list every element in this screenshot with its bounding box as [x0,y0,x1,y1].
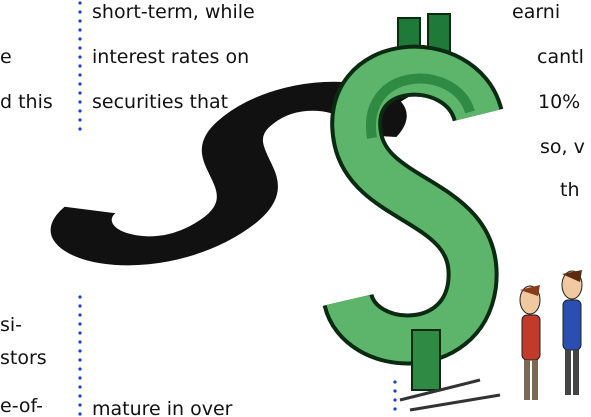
rule-dot [78,46,81,49]
text-line: stors [0,346,47,370]
rule-dot [78,340,81,343]
rule-dot [78,367,81,370]
text-line: mature in over [92,397,233,417]
rule-dot [78,127,81,130]
rule-dot [393,389,396,392]
text-line: 10% [538,90,580,114]
dollar-sign [348,14,478,390]
text-line: e-of- [0,394,43,417]
rule-dot [393,407,396,410]
rule-dot [78,73,81,76]
rule-dot [78,358,81,361]
text-line: e [0,45,12,69]
rule-dot [78,385,81,388]
rule-dot [393,380,396,383]
text-line: earni [512,0,560,24]
rule-dot [78,109,81,112]
rule-dot [78,304,81,307]
rule-dot [78,28,81,31]
rule-dot [78,64,81,67]
rule-dot [78,412,81,415]
rule-dot [78,91,81,94]
text-line: si- [0,313,22,337]
page: e d this si- stors e-of- short-term, whi… [0,0,591,417]
rule-dot [78,331,81,334]
text-line: cantl [537,45,584,69]
text-line: th [560,178,580,202]
rule-dot [78,313,81,316]
rule-dot [78,403,81,406]
text-line: interest rates on [92,45,249,69]
rule-dot [78,19,81,22]
rule-dot [393,398,396,401]
text-line: short-term, while [92,0,255,24]
rule-dot [78,394,81,397]
rule-dot [78,1,81,4]
text-line: securities that [92,90,228,114]
rule-dot [78,55,81,58]
rule-dot [78,322,81,325]
text-line: so, v [540,135,585,159]
text-line: d this [0,90,53,114]
rule-dot [78,376,81,379]
rule-dot [78,10,81,13]
illustration [0,0,591,417]
rule-dot [78,82,81,85]
rule-dot [78,295,81,298]
rule-dot [78,118,81,121]
rule-dot [78,37,81,40]
rule-dot [78,349,81,352]
rule-dot [78,100,81,103]
